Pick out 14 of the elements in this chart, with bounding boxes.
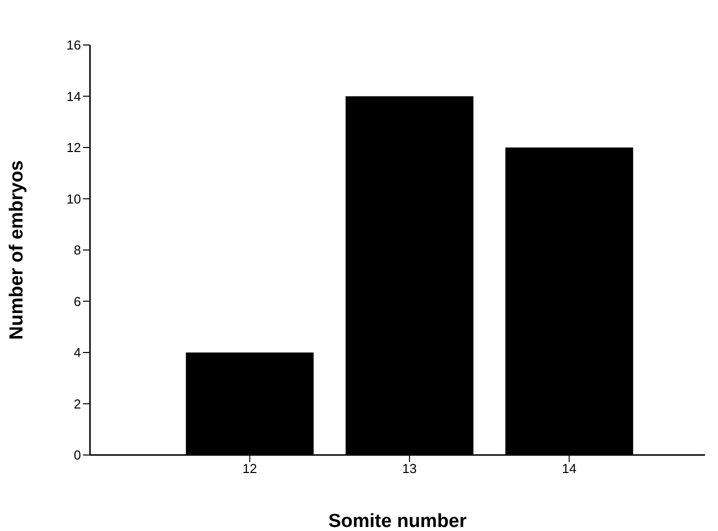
y-tick-label: 4: [74, 345, 81, 360]
x-axis-title: Somite number: [328, 511, 468, 531]
y-tick-label: 0: [74, 448, 81, 463]
y-tick-label: 8: [74, 242, 81, 258]
y-tick-label: 10: [66, 191, 81, 206]
x-tick-label: 14: [562, 461, 576, 476]
x-tick-label: 12: [242, 461, 257, 476]
y-tick-label: 14: [66, 88, 81, 104]
y-tick-label: 16: [66, 38, 81, 53]
y-tick-label: 12: [66, 140, 81, 156]
y-tick-label: 2: [74, 396, 81, 412]
x-tick-label: 13: [402, 461, 417, 476]
y-tick-label: 6: [74, 294, 81, 309]
y-axis-title: Number of embryos: [6, 160, 28, 340]
